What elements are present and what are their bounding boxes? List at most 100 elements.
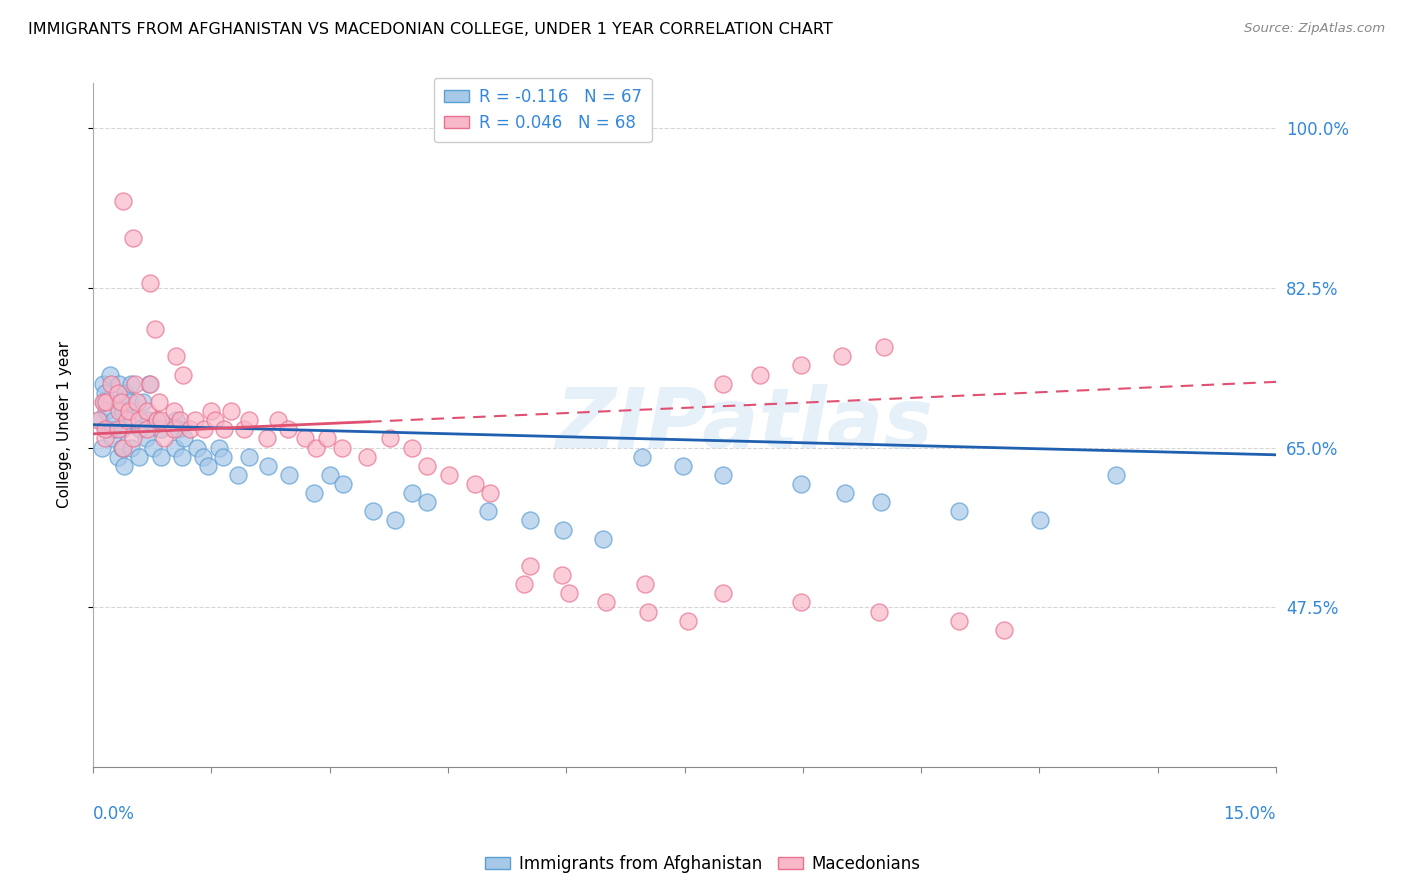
Point: [948, 504, 970, 518]
Point: [193, 422, 215, 436]
Point: [478, 486, 501, 500]
Point: [477, 504, 499, 518]
Point: [519, 559, 541, 574]
Point: [114, 385, 136, 400]
Point: [100, 431, 122, 445]
Point: [1104, 467, 1126, 482]
Point: [551, 568, 574, 582]
Point: [112, 441, 135, 455]
Point: [146, 413, 169, 427]
Point: [86, 413, 108, 427]
Point: [163, 404, 186, 418]
Point: [1029, 513, 1052, 527]
Point: [118, 395, 141, 409]
Legend: R = -0.116   N = 67, R = 0.046   N = 68: R = -0.116 N = 67, R = 0.046 N = 68: [433, 78, 651, 142]
Text: Source: ZipAtlas.com: Source: ZipAtlas.com: [1244, 22, 1385, 36]
Point: [711, 586, 734, 600]
Point: [330, 441, 353, 455]
Point: [121, 231, 143, 245]
Point: [135, 404, 157, 418]
Point: [790, 359, 813, 373]
Text: ZIPatlas: ZIPatlas: [555, 384, 932, 466]
Point: [94, 404, 117, 418]
Point: [125, 395, 148, 409]
Point: [277, 422, 299, 436]
Point: [226, 467, 249, 482]
Point: [131, 395, 153, 409]
Point: [107, 385, 129, 400]
Point: [294, 431, 316, 445]
Point: [94, 385, 117, 400]
Point: [238, 413, 260, 427]
Text: IMMIGRANTS FROM AFGHANISTAN VS MACEDONIAN COLLEGE, UNDER 1 YEAR CORRELATION CHAR: IMMIGRANTS FROM AFGHANISTAN VS MACEDONIA…: [28, 22, 832, 37]
Point: [513, 577, 536, 591]
Point: [129, 422, 152, 436]
Point: [110, 395, 132, 409]
Point: [124, 376, 146, 391]
Point: [148, 395, 170, 409]
Point: [107, 422, 129, 436]
Point: [172, 450, 194, 464]
Point: [111, 441, 134, 455]
Point: [128, 413, 150, 427]
Point: [165, 349, 187, 363]
Point: [302, 486, 325, 500]
Point: [197, 458, 219, 473]
Point: [146, 413, 169, 427]
Point: [305, 441, 328, 455]
Point: [238, 450, 260, 464]
Point: [384, 513, 406, 527]
Point: [789, 595, 811, 609]
Point: [595, 595, 617, 609]
Point: [401, 441, 423, 455]
Point: [437, 467, 460, 482]
Point: [834, 486, 856, 500]
Point: [89, 413, 111, 427]
Point: [143, 322, 166, 336]
Point: [212, 422, 235, 436]
Point: [993, 623, 1015, 637]
Point: [90, 441, 112, 455]
Point: [233, 422, 256, 436]
Point: [108, 376, 131, 391]
Point: [869, 495, 891, 509]
Point: [519, 513, 541, 527]
Point: [96, 395, 118, 409]
Point: [378, 431, 401, 445]
Point: [120, 441, 142, 455]
Point: [93, 395, 115, 409]
Point: [212, 450, 235, 464]
Y-axis label: College, Under 1 year: College, Under 1 year: [58, 341, 72, 508]
Point: [98, 368, 121, 382]
Point: [135, 422, 157, 436]
Point: [167, 422, 190, 436]
Point: [558, 586, 581, 600]
Point: [256, 458, 278, 473]
Point: [115, 413, 138, 427]
Point: [108, 404, 131, 418]
Point: [139, 376, 162, 391]
Point: [128, 450, 150, 464]
Point: [361, 504, 384, 518]
Point: [150, 413, 173, 427]
Point: [221, 404, 243, 418]
Point: [208, 441, 231, 455]
Point: [551, 523, 574, 537]
Point: [592, 532, 614, 546]
Point: [464, 477, 486, 491]
Point: [179, 422, 201, 436]
Point: [401, 486, 423, 500]
Point: [165, 413, 187, 427]
Point: [100, 376, 122, 391]
Point: [356, 450, 378, 464]
Point: [141, 441, 163, 455]
Point: [111, 422, 134, 436]
Point: [118, 404, 141, 418]
Point: [191, 450, 214, 464]
Point: [672, 458, 695, 473]
Point: [256, 431, 278, 445]
Point: [139, 277, 162, 291]
Point: [873, 340, 896, 354]
Point: [173, 431, 195, 445]
Point: [149, 422, 172, 436]
